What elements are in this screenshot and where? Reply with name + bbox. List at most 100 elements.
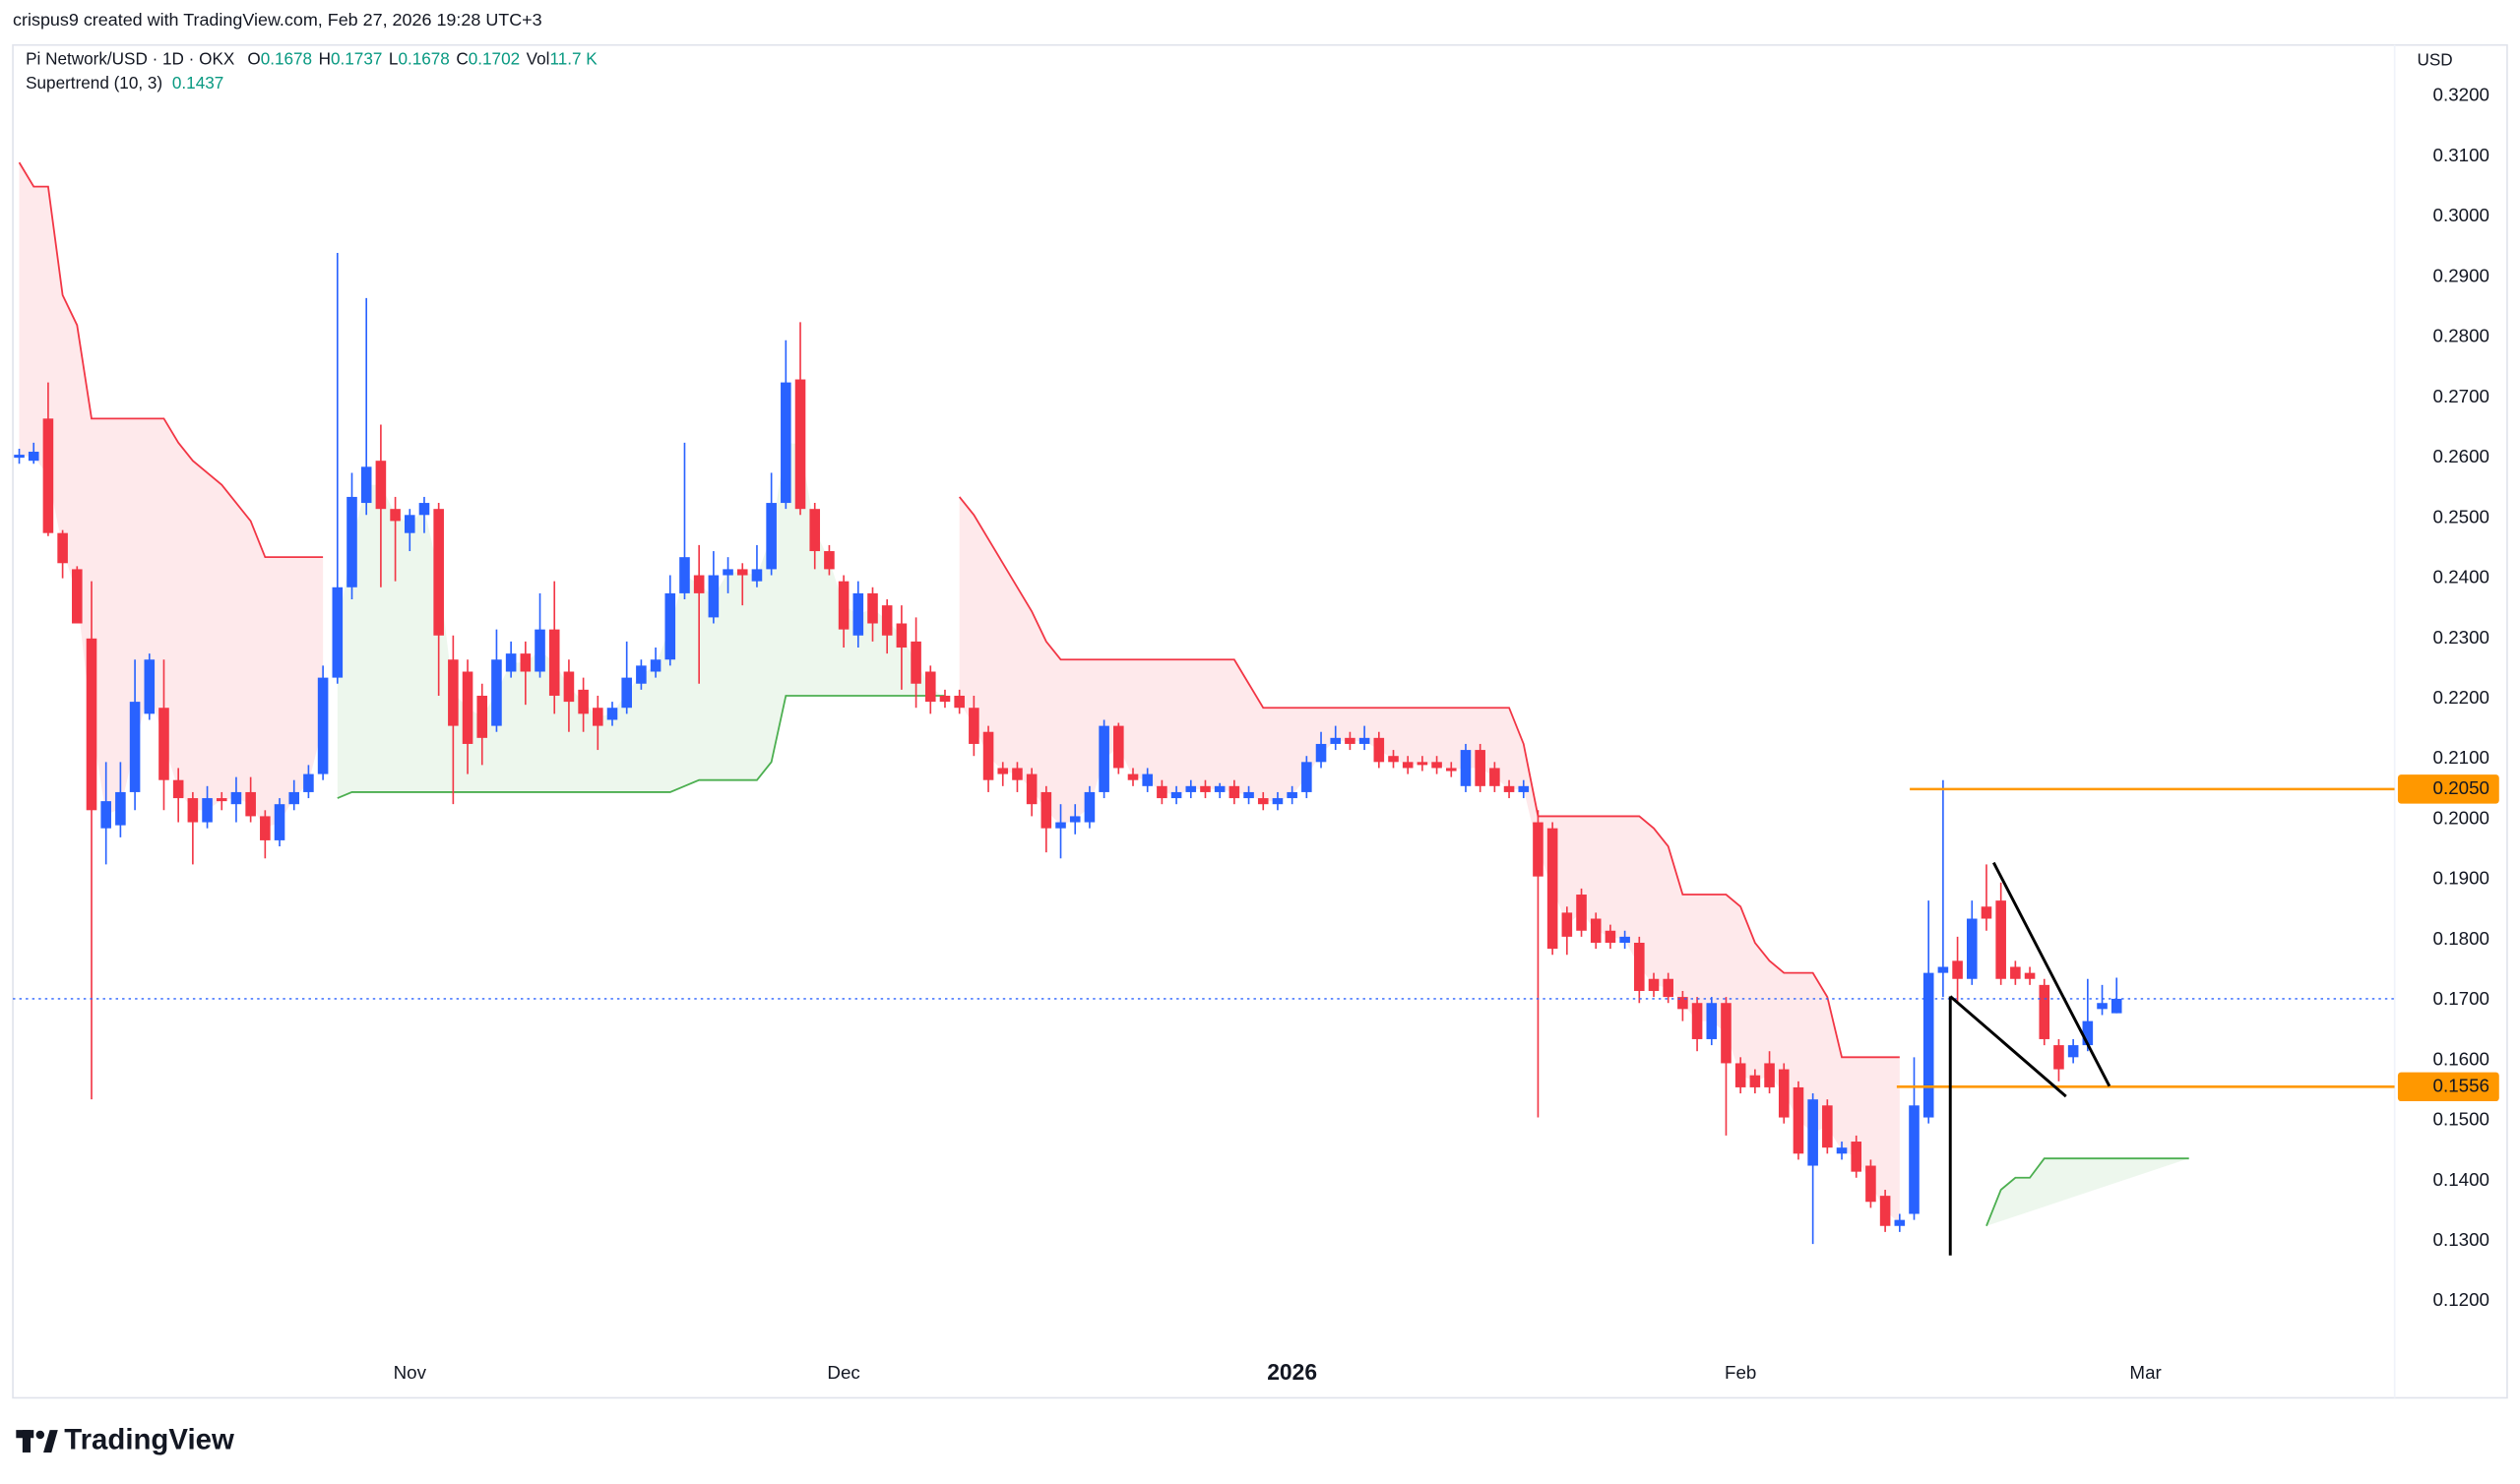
legend-key: O [247,48,260,68]
y-tick-label: 0.2100 [2433,747,2489,768]
candle-body [1605,930,1616,943]
candle-body [1228,785,1240,799]
y-tick-label: 0.2200 [2433,687,2489,708]
y-tick-label: 0.1300 [2433,1229,2489,1250]
candle-body [491,659,502,726]
candle-body [636,665,647,684]
candle-body [332,587,344,678]
candle-body [1922,972,1934,1118]
candle-body [1214,785,1226,792]
candle-body [1026,773,1038,805]
candle-body [911,641,921,684]
candle-body [1721,1003,1732,1064]
candle-body [1648,978,1660,991]
candle-body [548,629,560,696]
candle-body [1966,918,1978,979]
candle-body [1691,1003,1703,1039]
legend-value: 0.1702 [469,48,520,68]
y-tick-label: 0.3100 [2433,145,2489,165]
candle-body [781,382,791,504]
candle-body [1055,822,1066,829]
candle-body [1012,768,1023,780]
candle-body [621,677,632,709]
y-tick-label: 0.1900 [2433,868,2489,889]
candle-body [303,773,314,792]
x-tick-label: Dec [827,1362,859,1383]
y-tick-label: 0.2900 [2433,265,2489,285]
candle-body [1040,791,1052,829]
candle-body [2082,1020,2094,1046]
trend-line [1992,861,2111,1087]
level-label-box [2397,1072,2499,1102]
candle-body [1807,1099,1818,1166]
x-tick-label: Mar [2129,1362,2161,1383]
candle-body [1764,1063,1775,1087]
candle-body [1822,1105,1833,1148]
candle-body [317,677,329,774]
candle-body [1388,756,1399,763]
candle-body [1663,978,1673,998]
candle-body [1373,737,1385,763]
candle-body [14,455,25,459]
candle-body [100,801,111,829]
legend-key: C [456,48,468,68]
candle-body [578,689,589,714]
candle-body [448,659,459,726]
candle-body [838,581,850,630]
plot-area [13,161,2395,1256]
legend: Pi Network/USD · 1D · OKX O0.1678 H0.1737 L… [26,48,598,68]
candle-body [852,592,864,636]
candle-body [1793,1086,1804,1154]
candle-body [1706,1003,1718,1039]
x-tick-label: Nov [394,1362,427,1383]
candle-body [1099,725,1109,792]
candle-body [418,503,430,516]
y-tick-label: 0.1500 [2433,1109,2489,1130]
candle-body [708,575,720,618]
candle-body [1431,762,1442,769]
candle-body [1561,912,1573,937]
indicator-name: Supertrend (10, 3) [26,72,162,92]
candle-body [2067,1045,2079,1058]
candle-body [1287,791,1297,799]
supertrend-fill [959,496,1900,1223]
legend-title: Pi Network/USD · 1D · OKX [26,48,235,68]
level-label-box [2397,774,2499,804]
candle-body [216,798,227,802]
candle-body [57,532,68,564]
candle-body [274,804,285,840]
candle-body [1952,960,1963,979]
candle-body [1185,785,1197,792]
candle-body [1546,828,1558,950]
legend-key: L [389,48,399,68]
candle-body [375,461,387,510]
y-tick-label: 0.2700 [2433,386,2489,406]
candle-body [736,569,748,576]
candle-body [346,496,357,587]
candle-body [202,798,213,823]
candle-body [1157,785,1167,799]
candle-body [1417,762,1428,766]
candle-body [42,418,54,533]
candle-body [1894,1219,1906,1226]
candle-body [1272,798,1284,805]
y-tick-label: 0.1400 [2433,1169,2489,1190]
candle-body [997,768,1009,774]
candle-body [505,653,517,672]
x-tick-label: Feb [1725,1362,1756,1383]
candle-body [2053,1045,2064,1070]
y-tick-label: 0.2800 [2433,326,2489,346]
candle-body [535,629,545,672]
y-tick-label: 0.1800 [2433,928,2489,949]
candle-body [433,509,444,636]
candle-body [1475,750,1485,786]
candle-body [969,708,979,744]
candle-body [230,791,242,805]
candle-body [679,557,690,593]
candle-body [1576,895,1587,931]
candle-body [1879,1196,1891,1226]
y-tick-label: 0.3000 [2433,205,2489,225]
candle-body [2110,998,2122,1014]
candle-body [650,659,662,672]
